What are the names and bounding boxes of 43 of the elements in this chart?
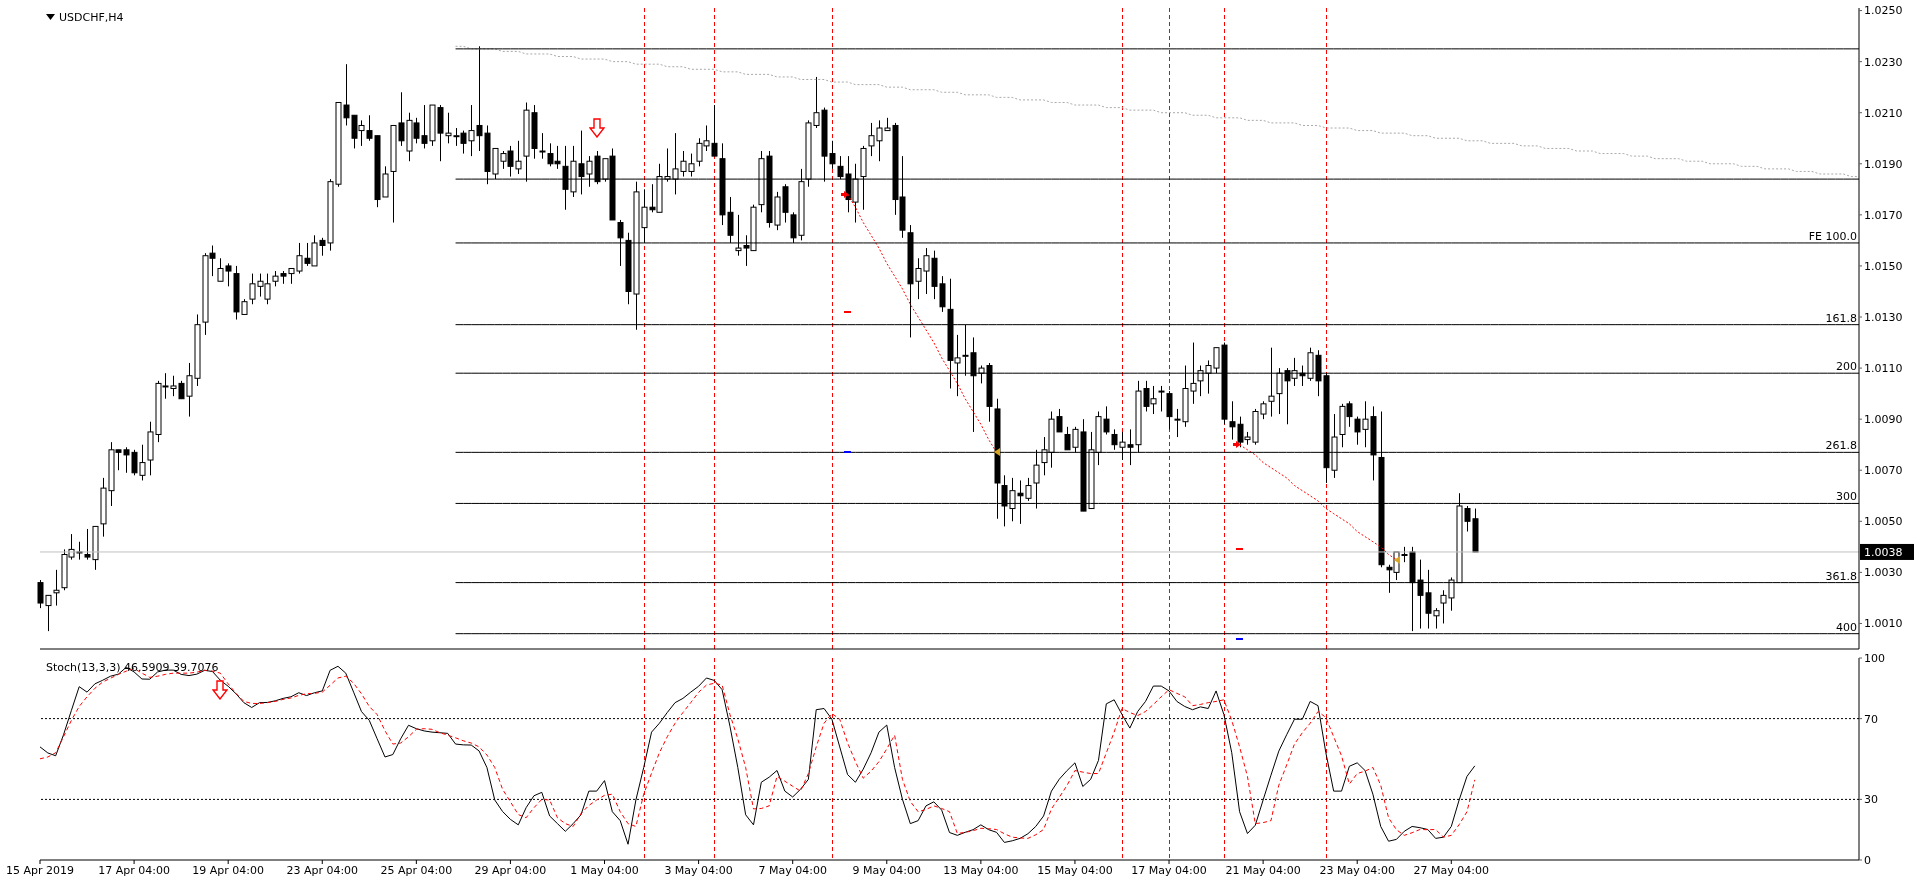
series-label: 300	[1836, 490, 1857, 504]
y-tick-label: 1.0150	[1864, 259, 1903, 273]
y-tick-label: 1.0130	[1864, 310, 1903, 324]
x-tick-label: 25 Apr 04:00	[380, 863, 453, 877]
y-tick-label: 1.0230	[1864, 55, 1903, 69]
x-tick-label: 1 May 04:00	[570, 863, 639, 877]
y-tick-label: 1.0010	[1864, 617, 1903, 631]
x-tick-label: 29 Apr 04:00	[474, 863, 547, 877]
x-tick-label: 15 May 04:00	[1037, 863, 1113, 877]
x-tick-label: 21 May 04:00	[1225, 863, 1301, 877]
y-tick-label: 1.0190	[1864, 157, 1903, 171]
y-tick-label: 1.0210	[1864, 106, 1903, 120]
x-tick-label: 23 May 04:00	[1319, 863, 1395, 877]
chart-title: USDCHF,H4	[59, 11, 124, 24]
x-tick-label: 9 May 04:00	[852, 863, 921, 877]
y-tick-label: 1.0050	[1864, 515, 1903, 529]
x-tick-label: 7 May 04:00	[758, 863, 827, 877]
y-tick-label: 1.0030	[1864, 566, 1903, 580]
x-tick-label: 19 Apr 04:00	[192, 863, 265, 877]
x-tick-label: 17 Apr 04:00	[98, 863, 170, 877]
y-tick-label: 1.0250	[1864, 4, 1903, 18]
series-label: 261.8	[1825, 439, 1857, 453]
series-label: 361.8	[1825, 569, 1857, 583]
y-tick-label: 1.0070	[1864, 464, 1903, 478]
y-tick-label: 0	[1864, 853, 1871, 867]
series-label: 200	[1836, 360, 1857, 374]
x-tick-label: 27 May 04:00	[1413, 863, 1490, 877]
y-tick-label: 1.0170	[1864, 208, 1903, 222]
series-label: 400	[1836, 620, 1857, 634]
y-tick-label: 70	[1864, 712, 1878, 726]
series-label: 161.8	[1825, 311, 1857, 325]
x-tick-label: 23 Apr 04:00	[286, 863, 359, 877]
x-tick-label: 17 May 04:00	[1131, 863, 1207, 877]
ref-line-label: 1.0038	[1864, 545, 1903, 559]
y-tick-label: 100	[1864, 651, 1885, 665]
x-tick-label: 13 May 04:00	[943, 863, 1019, 877]
x-tick-label: 3 May 04:00	[664, 863, 733, 877]
y-tick-label: 30	[1864, 793, 1878, 807]
y-tick-label: 1.0110	[1864, 361, 1903, 375]
chart-title: Stoch(13,3,3) 46.5909 39.7076	[46, 661, 219, 674]
x-tick-label: 15 Apr 2019	[5, 863, 75, 877]
y-tick-label: 1.0090	[1864, 413, 1903, 427]
series-label: FE 100.0	[1808, 229, 1857, 243]
